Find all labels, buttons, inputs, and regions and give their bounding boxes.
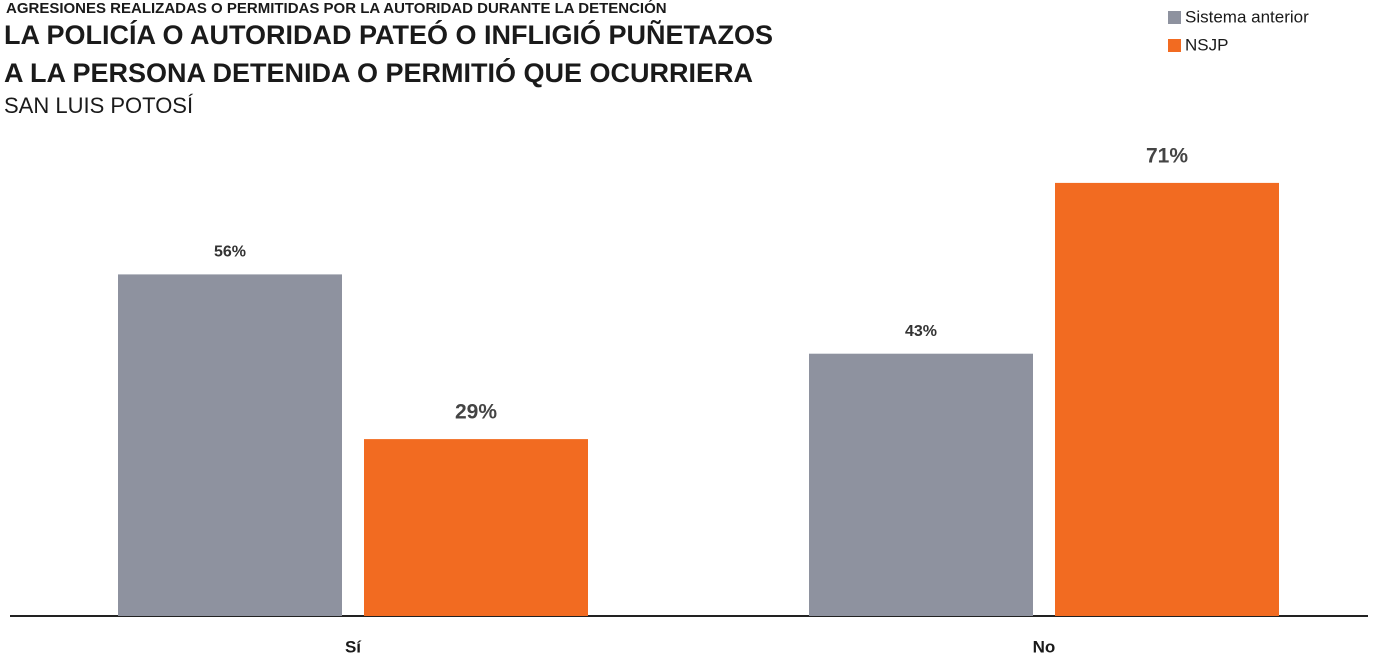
value-label: 29% [455, 401, 497, 424]
chart-title: A LA PERSONA DETENIDA O PERMITIÓ QUE OCU… [4, 57, 753, 88]
x-tick-label: Sí [345, 637, 362, 656]
legend-swatch [1168, 39, 1181, 52]
chart-supertitle: AGRESIONES REALIZADAS O PERMITIDAS POR L… [6, 0, 667, 17]
value-label: 43% [905, 323, 937, 340]
chart-subtitle: SAN LUIS POTOSÍ [4, 93, 194, 118]
value-label: 56% [214, 244, 246, 261]
chart-title: LA POLICÍA O AUTORIDAD PATEÓ O INFLIGIÓ … [4, 19, 773, 50]
legend-swatch [1168, 11, 1181, 24]
bar [364, 439, 588, 616]
value-label: 71% [1146, 144, 1188, 167]
x-tick-label: No [1033, 637, 1056, 656]
bar [809, 353, 1033, 616]
bar [118, 274, 342, 616]
bar [1055, 182, 1279, 616]
legend-label: NSJP [1185, 35, 1228, 54]
legend-label: Sistema anterior [1185, 7, 1309, 26]
